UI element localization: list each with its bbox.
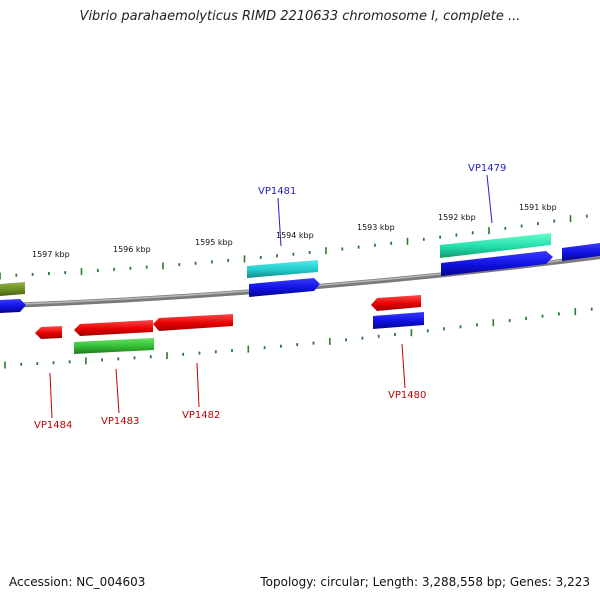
tick-label-1591: 1591 kbp	[519, 203, 557, 212]
gene-VP1483[interactable]	[74, 320, 153, 336]
leader-line-VP1480	[401, 343, 406, 389]
feature-cyan-vp1481-region[interactable]	[247, 260, 318, 278]
tick-label-1594: 1594 kbp	[276, 231, 314, 240]
tick-label-1597: 1597 kbp	[32, 250, 70, 259]
leader-line-VP1484	[49, 372, 53, 419]
tick-label-1596: 1596 kbp	[113, 245, 151, 254]
gene-VP1479[interactable]	[441, 251, 553, 276]
leader-line-VP1481	[277, 197, 282, 247]
map-title: Vibrio parahaemolyticus RIMD 2210633 chr…	[79, 9, 521, 24]
feature-green-vp1483-region[interactable]	[74, 338, 154, 354]
feature-blue-right[interactable]	[562, 243, 600, 261]
feature-olive-left[interactable]	[0, 282, 25, 296]
tick-label-1593: 1593 kbp	[357, 223, 395, 232]
accession-text: Accession: NC_004603	[9, 575, 146, 589]
gene-label-VP1480[interactable]: VP1480	[388, 390, 426, 401]
gene-label-VP1482[interactable]: VP1482	[182, 410, 220, 421]
feature-blue-vp1480-region[interactable]	[373, 312, 424, 329]
gene-VP1484[interactable]	[35, 326, 62, 339]
leader-line-VP1482	[196, 362, 200, 408]
gene-label-VP1483[interactable]: VP1483	[101, 416, 139, 427]
lower-tick-track	[4, 307, 593, 369]
gene-VP1480[interactable]	[371, 295, 421, 311]
tick-label-1595: 1595 kbp	[195, 238, 233, 247]
feature-blue-left[interactable]	[0, 299, 26, 313]
leader-line-VP1483	[115, 368, 120, 414]
genome-summary-text: Topology: circular; Length: 3,288,558 bp…	[260, 575, 590, 589]
gene-VP1482[interactable]	[153, 314, 233, 331]
upper-tick-track	[0, 214, 588, 280]
feature-teal-vp1479-region[interactable]	[440, 233, 551, 258]
tick-label-1592: 1592 kbp	[438, 213, 476, 222]
gene-label-VP1484[interactable]: VP1484	[34, 420, 72, 431]
gene-label-VP1481[interactable]: VP1481	[258, 186, 296, 197]
gene-VP1481[interactable]	[249, 278, 320, 297]
gene-label-VP1479[interactable]: VP1479	[468, 163, 506, 174]
leader-line-VP1479	[486, 174, 493, 224]
